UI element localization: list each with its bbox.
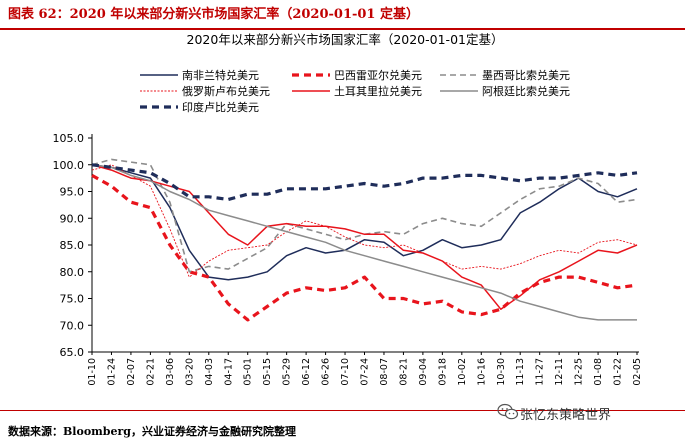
bottom-rule: [0, 410, 685, 411]
x-tick-label: 07-24: [360, 358, 371, 386]
y-tick-label: 70.0: [60, 319, 85, 332]
y-tick-label: 65.0: [60, 346, 85, 359]
y-tick-label: 95.0: [60, 186, 85, 199]
chart: 2020年以来部分新兴市场国家汇率（2020-01-01定基） 南非兰特兑美元 巴…: [53, 32, 644, 386]
x-tick-label: 11-27: [535, 358, 546, 386]
source-note: 数据来源：Bloomberg，兴业证券经济与金融研究院整理: [8, 425, 296, 438]
series-line: [91, 164, 638, 310]
x-tick-label: 11-13: [515, 358, 526, 386]
legend-label: 巴西雷亚尔兑美元: [334, 68, 422, 82]
x-tick-label: 05-01: [243, 358, 254, 386]
x-tick-label: 04-17: [223, 358, 234, 386]
y-tick-label: 80.0: [60, 266, 85, 279]
x-tick-label: 01-10: [87, 358, 98, 386]
x-tick-label: 02-07: [126, 358, 137, 386]
x-tick-label: 06-26: [321, 358, 332, 386]
series-line: [91, 163, 638, 202]
legend-label: 南非兰特兑美元: [182, 68, 259, 82]
x-tick-label: 09-18: [437, 358, 448, 386]
x-tick-label: 12-11: [554, 358, 565, 386]
x-tick-label: 01-22: [613, 358, 624, 386]
x-tick-label: 01-24: [106, 358, 117, 386]
x-tick-label: 05-29: [282, 358, 293, 386]
series-line: [91, 164, 638, 278]
x-tick-label: 03-06: [165, 358, 176, 386]
y-tick-label: 75.0: [60, 293, 85, 306]
x-tick-label: 07-10: [340, 358, 351, 386]
x-tick-label: 02-05: [632, 358, 643, 386]
series-line: [91, 164, 637, 321]
x-tick-label: 04-03: [204, 358, 215, 386]
wechat-icon: [497, 403, 519, 420]
series-line: [91, 164, 638, 281]
legend-label: 印度卢比兑美元: [182, 100, 259, 114]
x-tick-label: 10-02: [457, 358, 468, 386]
legend-label: 墨西哥比索兑美元: [482, 68, 570, 82]
watermark: 张忆东策略世界: [520, 408, 612, 423]
legend-label: 阿根廷比索兑美元: [482, 84, 570, 98]
y-tick-label: 85.0: [60, 239, 85, 252]
x-tick-label: 02-21: [145, 358, 156, 386]
chart-title: 2020年以来部分新兴市场国家汇率（2020-01-01定基）: [187, 32, 504, 47]
figure-title: 图表 62：2020 年以来部分新兴市场国家汇率（2020-01-01 定基）: [8, 7, 420, 22]
y-tick-label: 105.0: [53, 132, 85, 145]
legend-label: 土耳其里拉兑美元: [334, 84, 422, 98]
axes: 105.0100.095.090.085.080.075.070.065.001…: [53, 132, 644, 386]
x-tick-label: 06-12: [301, 358, 312, 386]
x-tick-label: 08-21: [398, 358, 409, 386]
x-tick-label: 10-30: [496, 358, 507, 386]
y-tick-label: 100.0: [53, 159, 85, 172]
x-tick-label: 08-07: [379, 358, 390, 386]
title-rule: [0, 28, 685, 30]
x-tick-label: 01-08: [593, 358, 604, 386]
legend-label: 俄罗斯卢布兑美元: [182, 84, 270, 98]
x-tick-label: 09-04: [418, 358, 429, 386]
x-tick-label: 10-16: [476, 358, 487, 386]
series-layer: [91, 158, 638, 322]
x-tick-label: 05-15: [262, 358, 273, 386]
x-tick-label: 03-20: [184, 358, 195, 386]
series-line: [91, 174, 638, 322]
y-tick-label: 90.0: [60, 212, 85, 225]
x-tick-label: 12-25: [574, 358, 585, 386]
